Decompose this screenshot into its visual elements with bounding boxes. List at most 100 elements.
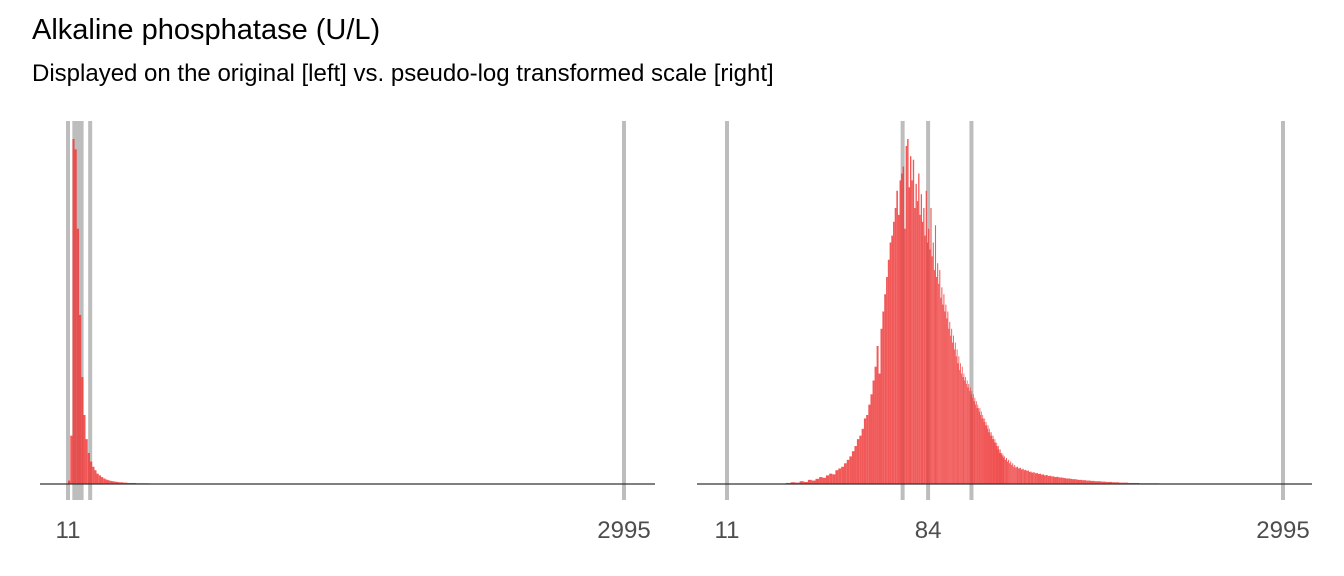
histogram-bar	[886, 277, 888, 484]
histogram-bar	[959, 370, 961, 484]
histogram-bar	[954, 342, 956, 484]
histogram-bar	[1020, 469, 1023, 484]
histogram-bar	[125, 482, 128, 484]
histogram-bar	[841, 466, 845, 484]
histogram-bar	[111, 481, 115, 484]
histogram-bar	[884, 294, 887, 484]
histogram-bar	[904, 228, 906, 484]
histogram-bar	[969, 387, 971, 484]
histogram-bar	[991, 435, 993, 484]
histogram-bar	[993, 442, 995, 484]
histogram-bar	[993, 439, 995, 484]
histogram-bar	[988, 432, 990, 484]
x-tick-label: 84	[915, 517, 942, 544]
histogram-bar	[819, 477, 823, 484]
histogram-bar	[1125, 482, 1128, 484]
histogram-bar	[1019, 467, 1021, 484]
histogram-bar	[941, 287, 943, 484]
histogram-bar	[74, 149, 77, 484]
histogram-bar	[933, 270, 935, 484]
histogram-bar	[958, 356, 960, 484]
histogram-bar	[963, 373, 965, 484]
histogram-bar	[956, 349, 958, 484]
histogram-bar	[999, 452, 1001, 484]
histogram-bar	[947, 311, 949, 484]
histogram-bar	[83, 415, 86, 484]
histogram-bar	[926, 242, 929, 484]
histogram-bar	[1066, 478, 1069, 484]
histogram-bar	[1092, 480, 1095, 484]
histogram-bar	[970, 394, 972, 484]
histogram-bar	[799, 481, 804, 484]
histogram-bar	[118, 482, 121, 484]
histogram-bar	[929, 249, 931, 484]
histogram-bar	[918, 173, 920, 484]
x-tick-label: 11	[56, 517, 81, 544]
histogram-bar	[1116, 482, 1119, 484]
histogram-bar	[1044, 475, 1046, 484]
histogram-bar	[978, 411, 980, 484]
histogram-bar	[908, 187, 910, 485]
histogram-bar	[1112, 482, 1115, 484]
histogram-bar	[1003, 458, 1005, 484]
histogram-bar	[1105, 481, 1108, 484]
x-tick-label: 2995	[1256, 517, 1309, 544]
histogram-bar	[1008, 459, 1010, 484]
histogram-bar	[1047, 476, 1050, 484]
histogram-bar	[998, 446, 999, 484]
histogram-bar	[1031, 472, 1034, 484]
histogram-bar	[979, 408, 981, 484]
histogram-bar	[931, 256, 933, 484]
histogram-bar	[1070, 478, 1073, 484]
histogram-bar	[832, 474, 836, 484]
histogram-bar	[996, 442, 998, 484]
histogram-bar	[919, 214, 921, 484]
histogram-bar	[1030, 471, 1032, 484]
histogram-bar	[1056, 476, 1059, 484]
histogram-bar	[1013, 466, 1015, 484]
histogram-bar	[829, 473, 833, 484]
histogram-bar	[1002, 456, 1003, 484]
histogram-bar	[951, 328, 953, 484]
histogram-bar	[87, 452, 90, 484]
histogram-bar	[1094, 481, 1097, 484]
histogram-bar	[964, 380, 966, 484]
histogram-bar	[969, 390, 970, 484]
histogram-bar	[939, 270, 941, 484]
histogram-bar	[961, 366, 963, 484]
histogram-bar	[976, 408, 978, 484]
histogram-bar	[1096, 481, 1100, 484]
histogram-bar	[815, 478, 820, 484]
panel-right: 11 84 2995	[697, 121, 1312, 544]
histogram-bar	[1000, 454, 1002, 484]
histogram-bar	[1068, 478, 1071, 484]
histogram-bar	[1072, 479, 1074, 484]
histogram-bar	[899, 180, 902, 484]
histogram-bar	[901, 173, 903, 484]
histogram-bar	[944, 311, 946, 484]
histogram-bar	[1080, 479, 1083, 484]
histogram-bar	[982, 415, 984, 484]
histogram-bar	[952, 342, 954, 484]
histogram-bar	[989, 432, 991, 484]
histogram-bar	[949, 321, 951, 484]
histogram-bar	[114, 481, 117, 484]
histogram-bar	[967, 387, 969, 484]
histogram-bar	[985, 425, 986, 484]
histogram-bar	[1037, 473, 1040, 484]
histogram-bar	[1060, 477, 1063, 484]
histogram-bar	[994, 439, 996, 484]
histogram-bar	[795, 482, 800, 484]
histogram-bar	[81, 377, 84, 484]
histogram-bar	[1025, 469, 1027, 484]
histogram-bar	[986, 428, 988, 484]
histogram-bar	[978, 408, 979, 484]
histogram-bar	[1010, 461, 1012, 484]
histogram-bar	[975, 404, 977, 484]
histogram-bar	[863, 418, 867, 484]
histogram-bar	[960, 363, 961, 484]
histogram-bar	[89, 461, 93, 484]
histogram-bar	[1103, 481, 1106, 484]
histogram-bar	[811, 480, 816, 484]
